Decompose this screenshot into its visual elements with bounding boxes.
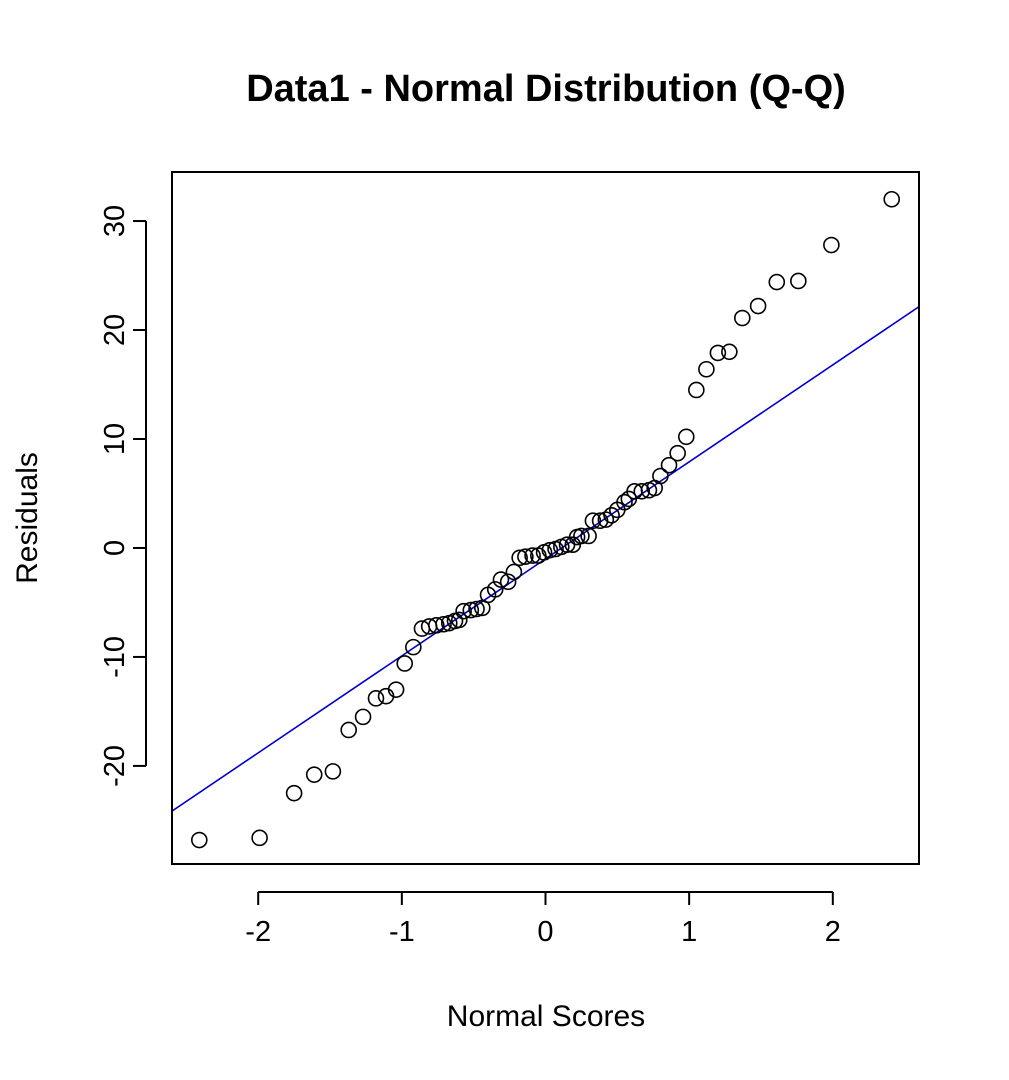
data-point — [435, 615, 452, 633]
data-point — [616, 493, 633, 511]
data-point — [524, 547, 541, 564]
data-point — [190, 831, 208, 849]
data-point — [669, 444, 686, 462]
data-point — [455, 602, 472, 620]
chart-title: Data1 - Normal Distribution (Q-Q) — [246, 68, 846, 110]
data-point — [734, 309, 751, 327]
x-axis-label: Normal Scores — [447, 1000, 645, 1033]
data-point — [340, 721, 357, 739]
data-point — [677, 428, 695, 446]
data-point — [505, 563, 523, 581]
data-point — [823, 236, 840, 254]
data-point — [451, 611, 468, 629]
data-point — [367, 690, 385, 707]
data-point — [492, 571, 510, 588]
data-point — [387, 681, 405, 698]
data-point — [768, 273, 786, 291]
data-point — [660, 456, 678, 474]
x-tick-label: 0 — [537, 916, 553, 948]
data-point — [597, 511, 615, 528]
data-point — [883, 190, 901, 208]
x-tick-label: -1 — [389, 916, 415, 948]
x-tick-label: 2 — [825, 916, 841, 948]
data-point — [354, 708, 372, 726]
y-tick-label: 20 — [99, 314, 131, 346]
data-point — [305, 766, 323, 783]
data-point — [517, 548, 534, 565]
y-tick-label: 0 — [99, 540, 131, 556]
y-axis-label: Residuals — [11, 452, 44, 584]
data-point — [541, 541, 559, 559]
x-tick-label: 1 — [681, 916, 697, 948]
data-point — [499, 573, 517, 591]
data-point — [580, 527, 597, 545]
data-point — [324, 763, 342, 780]
data-point — [652, 467, 669, 485]
data-point — [396, 655, 414, 672]
y-axis: -20 -10 0 10 20 30 — [99, 205, 147, 787]
data-point — [251, 829, 268, 847]
data-point — [462, 601, 480, 619]
y-tick-label: -20 — [99, 745, 131, 787]
y-tick-label: 10 — [99, 423, 131, 455]
data-point — [428, 617, 445, 634]
plot-frame — [171, 171, 920, 865]
data-point — [633, 483, 651, 500]
data-point — [511, 549, 528, 567]
data-point — [486, 581, 504, 598]
data-point — [573, 527, 590, 545]
y-tick-label: -10 — [99, 636, 131, 678]
x-tick-label: -2 — [245, 916, 271, 948]
plot-area — [172, 190, 919, 849]
data-point — [688, 381, 705, 399]
x-axis: -2 -1 0 1 2 — [245, 891, 841, 948]
data-point — [405, 638, 422, 656]
data-point — [790, 272, 807, 290]
data-point — [721, 343, 738, 361]
data-point — [698, 360, 715, 378]
y-tick-label: 30 — [99, 205, 131, 237]
data-point — [468, 600, 485, 618]
data-point — [285, 784, 303, 802]
data-point — [584, 512, 602, 530]
data-point — [749, 297, 767, 315]
data-point — [603, 506, 620, 524]
data-point — [709, 344, 727, 362]
